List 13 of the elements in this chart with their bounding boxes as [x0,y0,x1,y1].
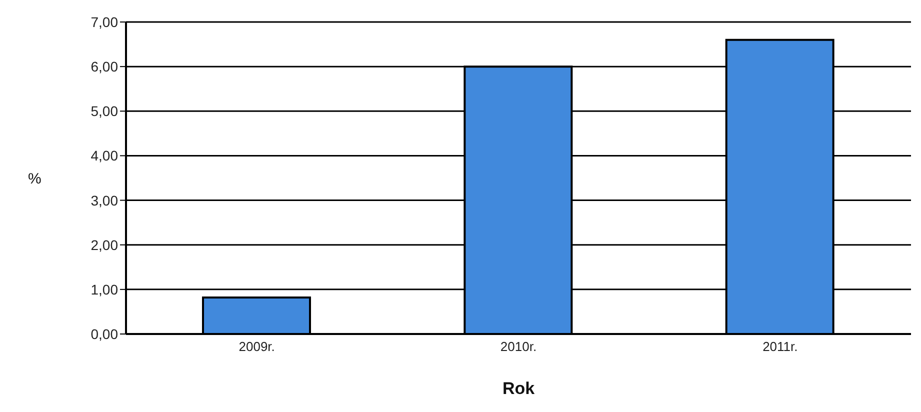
x-tick-label: 2010r. [500,339,537,354]
x-tick-label: 2009r. [238,339,275,354]
y-tick-label: 7,00 [90,14,118,30]
y-tick-label: 5,00 [90,103,118,120]
y-tick-label: 3,00 [90,192,118,208]
y-tick-label: 2,00 [90,236,118,253]
x-tick-label: 2011r. [762,339,798,354]
y-tick-label: 1,00 [90,281,118,298]
y-tick-label: 4,00 [90,148,118,164]
y-axis-title: % [28,170,42,188]
x-axis-title: Rok [502,379,536,398]
y-tick-label: 0,00 [90,326,118,342]
y-tick-label: 6,00 [90,58,118,75]
